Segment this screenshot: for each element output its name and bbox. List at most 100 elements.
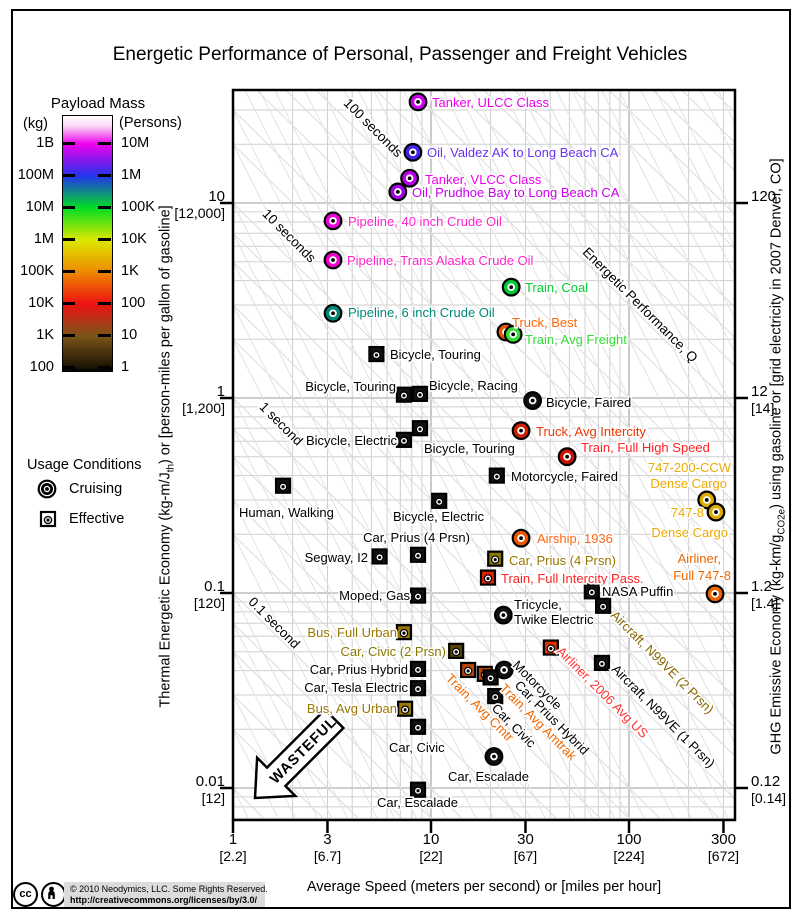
data-point-cruising [501, 277, 521, 297]
data-point-effective [411, 385, 429, 402]
usage-item-label: Effective [69, 511, 125, 527]
payload-kg-label: 10M [25, 199, 54, 215]
data-point-effective [371, 548, 388, 565]
colorbar-tick [98, 366, 111, 369]
point-label: Train, Avg Freight [525, 332, 627, 347]
colorbar-tick [98, 174, 111, 177]
y-left-tick-label: 0.1 [120] [193, 578, 225, 611]
point-label: Tanker, VLCC Class [425, 172, 542, 187]
point-label: Car, Escalade [448, 769, 529, 784]
iso-label: 10 seconds [259, 206, 319, 266]
colorbar-tick [98, 270, 111, 273]
point-label: Airship, 1936 [537, 531, 613, 546]
copyright-text: © 2010 Neodymics, LLC. Some Rights Reser… [70, 884, 268, 894]
data-point-effective [409, 718, 427, 735]
point-label: Truck, Avg Intercity [536, 424, 646, 439]
data-point-cruising [400, 168, 420, 188]
point-label: Motorcycle, Faired [511, 469, 618, 484]
x-tick-label: 300 [672] [707, 831, 740, 864]
point-label: Pipeline, 40 inch Crude Oil [348, 214, 502, 229]
point-label: Segway, I2 [305, 550, 368, 565]
effective-legend-icon [39, 510, 57, 528]
x-tick-label: 30 [67] [513, 831, 538, 864]
wasteful-label: WASTEFUL [267, 714, 340, 787]
payload-persons-label: 10M [121, 135, 150, 151]
data-point-effective [274, 477, 292, 494]
data-point-effective [487, 687, 504, 705]
colorbar-tick [62, 366, 75, 369]
data-point-effective [409, 587, 427, 604]
point-label: Bus, Full Urban [307, 625, 397, 640]
x-axis-title: Average Speed (meters per second) or [mi… [306, 879, 662, 895]
data-point-cruising [388, 182, 408, 202]
point-label: Bicycle, Faired [546, 395, 631, 410]
point-label: Car, Tesla Electric [304, 680, 408, 695]
data-point-effective [409, 546, 427, 563]
usage-legend-title: Usage Conditions [27, 457, 142, 473]
point-label: Car, Civic (2 Prsn) [341, 644, 446, 659]
payload-persons-label: 1 [121, 359, 130, 375]
cc-logo-icon: cc [13, 882, 38, 907]
y-left-tick-label: 10 [12,000] [174, 188, 225, 221]
data-point-cruising [557, 447, 577, 467]
point-label: Human, Walking [239, 505, 334, 520]
payload-persons-label: 1K [121, 263, 139, 279]
attribution-person-icon [41, 882, 66, 907]
point-label: Truck, Best [512, 315, 578, 330]
payload-kg-header: (kg) [23, 116, 48, 132]
point-label: Bicycle, Touring [305, 379, 396, 394]
payload-persons-label: 100K [121, 199, 155, 215]
colorbar-tick [98, 302, 111, 305]
iso-label: 100 seconds [341, 95, 406, 160]
data-point-cruising [484, 747, 504, 766]
point-label: Bicycle, Touring [390, 347, 481, 362]
point-label: Tricycle, [514, 597, 562, 612]
payload-colorbar [62, 115, 113, 372]
colorbar-tick [62, 238, 75, 241]
data-point-cruising [323, 211, 343, 231]
data-point-effective [368, 345, 385, 363]
cruising-legend-icon [37, 479, 57, 499]
point-label: Car, Escalade [377, 795, 458, 810]
data-point-cruising [323, 250, 343, 270]
wasteful-arrow: WASTEFUL [253, 707, 346, 800]
y-left-tick-label: 0.01 [12] [195, 773, 225, 806]
data-point-cruising [705, 584, 725, 604]
colorbar-tick [62, 142, 75, 145]
colorbar-tick [62, 174, 75, 177]
point-label: Bus, Avg Urban [307, 701, 397, 716]
data-point-effective [431, 492, 448, 509]
point-label: Pipeline, 6 inch Crude Oil [348, 305, 495, 320]
data-point-effective [397, 700, 414, 717]
colorbar-tick [62, 270, 75, 273]
payload-kg-label: 100 [29, 359, 54, 375]
data-point-cruising [403, 142, 423, 162]
point-label: Dense Cargo [650, 476, 727, 491]
data-point-effective [488, 467, 505, 484]
point-label: Train, Full High Speed [581, 440, 710, 455]
payload-persons-label: 10 [121, 327, 138, 343]
point-label: Oil, Valdez AK to Long Beach CA [427, 145, 619, 160]
plot-border [231, 88, 737, 822]
point-label: Pipeline, Trans Alaska Crude Oil [347, 253, 534, 268]
point-label: Car, Prius (4 Prsn) [509, 553, 616, 568]
colorbar-tick [98, 334, 111, 337]
payload-legend-title: Payload Mass [50, 95, 146, 112]
point-label: Tanker, ULCC Class [432, 95, 550, 110]
data-point-effective [593, 654, 611, 672]
point-label: Train, Coal [525, 280, 588, 295]
data-point-cruising [511, 528, 531, 548]
colorbar-tick [62, 206, 75, 209]
point-label: Airliner, [678, 551, 721, 566]
point-label: Twike Electric [514, 612, 594, 627]
payload-persons-label: 10K [121, 231, 147, 247]
data-point-cruising [503, 324, 523, 344]
license-url: http://creativecommons.org/licenses/by/3… [70, 895, 258, 905]
point-label: Bicycle, Electric [393, 509, 485, 524]
payload-persons-header: (Persons) [119, 115, 182, 131]
y-right-tick-label: 120 [751, 188, 777, 205]
data-point-effective [395, 624, 413, 641]
payload-persons-label: 100 [121, 295, 146, 311]
y-right-tick-label: 12 [14] [751, 383, 775, 416]
